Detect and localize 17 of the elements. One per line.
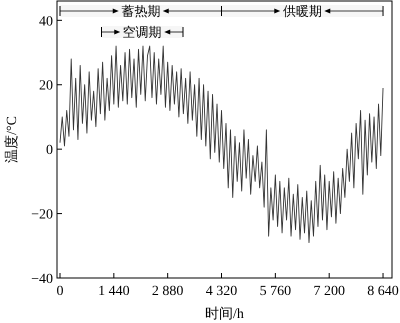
x-tick-label: 7 200 [313,284,345,299]
y-tick-label: 40 [39,14,53,30]
x-tick-label: 4 320 [206,284,238,299]
x-tick-label: 0 [56,284,64,299]
y-tick-label: 0 [46,143,53,158]
band-label: 空调期 [122,24,162,40]
y-tick-label: −40 [31,272,53,287]
band-label: 供暖期 [282,4,322,18]
x-tick-label: 1 440 [98,284,130,299]
y-tick-label: −20 [31,208,53,223]
y-axis-title: 温度/°C [4,116,20,163]
x-tick-label: 8 640 [367,284,399,299]
y-tick-label: 20 [39,78,53,94]
band-label: 蓄热期 [121,4,160,18]
x-axis-title: 时间/h [205,306,244,322]
x-tick-label: 2 880 [152,284,184,299]
x-tick-label: 5 760 [260,284,292,299]
